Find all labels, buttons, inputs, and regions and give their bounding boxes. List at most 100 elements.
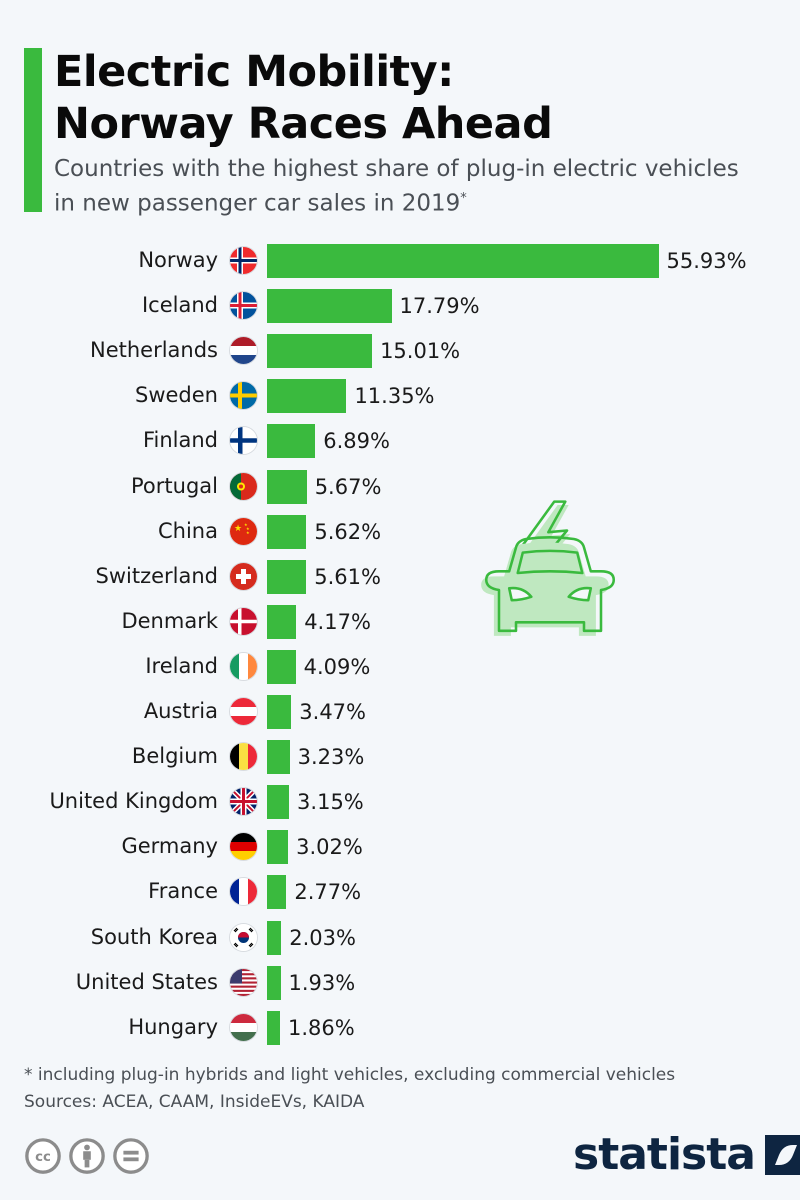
belgium-flag-icon (230, 743, 257, 771)
bar (267, 830, 289, 865)
bar (267, 604, 297, 639)
electric-car-icon (481, 500, 616, 636)
bar (267, 965, 281, 1000)
country-label: Denmark (121, 608, 218, 633)
value-label: 3.47% (299, 700, 366, 724)
bar (267, 289, 392, 324)
svg-text:★: ★ (246, 530, 250, 535)
chart-row: Portugal 5.67% (0, 466, 800, 506)
country-label: Portugal (131, 473, 218, 498)
footnote: * including plug-in hybrids and light ve… (24, 1062, 675, 1116)
value-label: 4.09% (303, 654, 371, 679)
united-kingdom-flag-icon (230, 788, 257, 816)
statista-logo-mark-icon (764, 1135, 800, 1175)
country-label: Sweden (135, 383, 218, 408)
value-label: 5.62% (314, 519, 382, 544)
chart-row: United States 1.93% (0, 962, 800, 1002)
chart-row: China ★ ★ ★ ★ 5.62% (0, 511, 800, 551)
chart-row: United Kingdom 3.15% (0, 781, 800, 821)
value-label: 2.03% (289, 925, 356, 950)
sweden-flag-icon (230, 382, 257, 410)
chart-row: Switzerland 5.61% (0, 556, 800, 596)
value-label: 1.86% (288, 1015, 355, 1040)
chart-row: Netherlands 15.01% (0, 330, 800, 370)
chart-row: Denmark 4.17% (0, 601, 800, 641)
portugal-flag-icon (230, 472, 257, 500)
hungary-flag-icon (230, 1013, 257, 1041)
value-label: 55.93% (666, 249, 747, 273)
statista-logo[interactable]: statista (573, 1130, 800, 1180)
value-label: 5.61% (314, 564, 381, 589)
chart-row: Belgium 3.23% (0, 736, 800, 776)
country-label: China (158, 518, 218, 543)
france-flag-icon (230, 878, 257, 906)
chart-row: Ireland 4.09% (0, 646, 800, 686)
subtitle-line-2: in new passenger car sales in 2019 (54, 190, 461, 217)
chart-row: Norway 55.93% (0, 240, 800, 280)
country-label: France (148, 879, 218, 904)
cc-icon[interactable]: cc (24, 1137, 62, 1175)
country-label: Iceland (141, 293, 218, 318)
subtitle-line-1: Countries with the highest share of plug… (54, 156, 739, 182)
norway-flag-icon (230, 247, 257, 274)
chart-row: Germany 3.02% (0, 826, 800, 866)
country-label: Hungary (128, 1014, 218, 1039)
footnote-sources: Sources: ACEA, CAAM, InsideEVs, KAIDA (24, 1092, 365, 1112)
no-derivatives-icon[interactable] (112, 1137, 150, 1175)
bar (267, 785, 290, 820)
germany-flag-icon (230, 833, 257, 861)
bar (267, 649, 296, 684)
value-label: 3.02% (296, 835, 363, 860)
switzerland-flag-icon (230, 562, 257, 590)
chart-row: France 2.77% (0, 871, 800, 911)
country-label: United Kingdom (49, 789, 218, 814)
chart-row: Sweden 11.35% (0, 375, 800, 415)
value-label: 1.93% (288, 970, 356, 995)
value-label: 3.23% (297, 745, 365, 770)
united-states-flag-icon (230, 968, 257, 996)
subtitle-footnote-marker: * (460, 191, 467, 206)
country-label: Austria (143, 699, 218, 723)
value-label: 5.67% (314, 474, 382, 499)
country-label: United States (75, 969, 218, 994)
title-accent-bar (24, 48, 42, 212)
china-flag-icon: ★ ★ ★ ★ (230, 517, 257, 545)
value-label: 4.17% (304, 609, 371, 634)
value-label: 6.89% (323, 429, 390, 454)
chart-row: Finland 6.89% (0, 420, 800, 460)
netherlands-flag-icon (230, 337, 257, 365)
country-label: Netherlands (89, 338, 218, 363)
page-title: Electric Mobility: Norway Races Ahead (54, 46, 553, 150)
south-korea-flag-icon (230, 923, 257, 951)
value-label: 11.35% (354, 384, 435, 409)
bar (267, 559, 307, 594)
iceland-flag-icon (230, 292, 257, 320)
country-label: Switzerland (95, 563, 219, 588)
title-line-2: Norway Races Ahead (54, 99, 553, 149)
country-label: Norway (138, 248, 218, 272)
footnote-note: * including plug-in hybrids and light ve… (24, 1065, 676, 1085)
country-label: Ireland (145, 653, 218, 678)
chart-row: Hungary 1.86% (0, 1007, 800, 1047)
finland-flag-icon (230, 427, 257, 455)
svg-text:★: ★ (244, 522, 248, 527)
title-line-1: Electric Mobility: (54, 47, 454, 97)
svg-text:★: ★ (234, 524, 242, 534)
bar (267, 424, 316, 459)
bar (267, 740, 290, 775)
country-label: Belgium (131, 744, 218, 769)
chart-row: South Korea 2.03% (0, 917, 800, 957)
country-label: Germany (121, 834, 218, 859)
bar (267, 1010, 281, 1045)
bar (267, 514, 307, 549)
value-label: 15.01% (380, 339, 461, 364)
austria-flag-icon (230, 698, 257, 725)
bar (267, 469, 307, 504)
bar (267, 875, 287, 910)
country-label: Finland (142, 428, 218, 453)
subtitle: Countries with the highest share of plug… (54, 154, 739, 219)
bar (267, 379, 347, 414)
value-label: 3.15% (297, 790, 364, 815)
bar (267, 920, 282, 955)
attribution-icon[interactable] (68, 1137, 106, 1175)
